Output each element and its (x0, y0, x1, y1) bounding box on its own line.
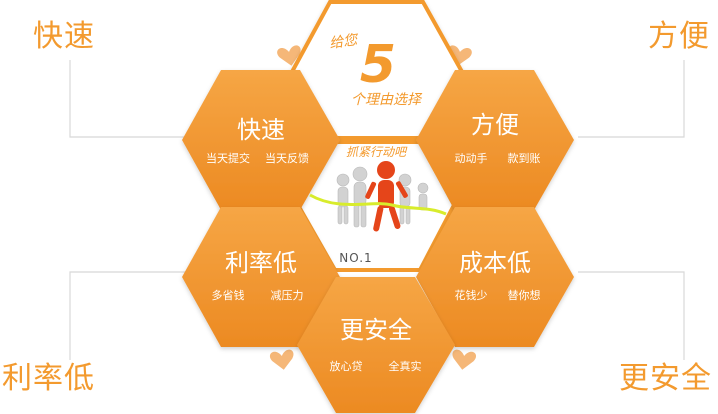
heart-icon (269, 349, 294, 370)
connector-top-right (578, 60, 685, 138)
hex-low-rate-text: 利率低 多省钱 减压力 (212, 249, 304, 302)
center-top-number: 5 (360, 35, 396, 95)
center-top-line2: 个理由选择 (351, 92, 423, 108)
hex-safe-sub1: 放心贷 (330, 359, 363, 373)
corner-label-top-right: 方便 (648, 19, 710, 54)
hex-fast-sub2: 当天反馈 (265, 151, 309, 165)
hex-safe-text: 更安全 放心贷 全真实 (330, 316, 422, 373)
hex-fast-title: 快速 (237, 116, 285, 144)
hex-convenient-sub1: 动动手 (455, 151, 488, 165)
connector-top-left (69, 60, 190, 138)
hex-low-cost-sub2: 替你想 (508, 288, 541, 302)
heart-icon (452, 349, 477, 370)
heart-icon (277, 45, 301, 66)
hex-low-rate (182, 207, 340, 347)
hex-low-cost-sub1: 花钱少 (455, 288, 488, 302)
center-top-line1: 给您 (328, 32, 360, 52)
hex-fast-sub1: 当天提交 (206, 151, 250, 165)
hex-low-cost-title: 成本低 (459, 249, 531, 277)
hex-fast (182, 70, 340, 210)
hex-safe-sub2: 全真实 (389, 359, 422, 373)
connector-bottom-left (69, 271, 190, 360)
hex-fast-text: 快速 当天提交 当天反馈 (206, 116, 309, 165)
hex-safe (297, 277, 455, 413)
hex-convenient (416, 70, 574, 210)
connector-bottom-right (578, 271, 685, 360)
hex-low-cost-text: 成本低 花钱少 替你想 (455, 249, 541, 302)
hex-low-rate-sub1: 多省钱 (212, 288, 245, 302)
hex-low-rate-title: 利率低 (225, 249, 297, 277)
hex-convenient-title: 方便 (471, 111, 519, 139)
hex-convenient-text: 方便 动动手 款到账 (455, 111, 541, 165)
corner-label-bottom-right: 更安全 (619, 361, 712, 396)
running-figures-illustration (309, 161, 447, 232)
hex-low-cost (416, 207, 574, 347)
center-slogan: 抓紧行动吧 (346, 145, 408, 159)
connector-lines (69, 60, 685, 360)
center-badge: NO.1 (339, 251, 372, 265)
hex-convenient-sub2: 款到账 (508, 151, 541, 165)
corner-label-top-left: 快速 (33, 19, 95, 54)
corner-label-bottom-left: 利率低 (2, 361, 95, 396)
hex-low-rate-sub2: 减压力 (271, 289, 304, 302)
hex-safe-title: 更安全 (340, 316, 412, 344)
